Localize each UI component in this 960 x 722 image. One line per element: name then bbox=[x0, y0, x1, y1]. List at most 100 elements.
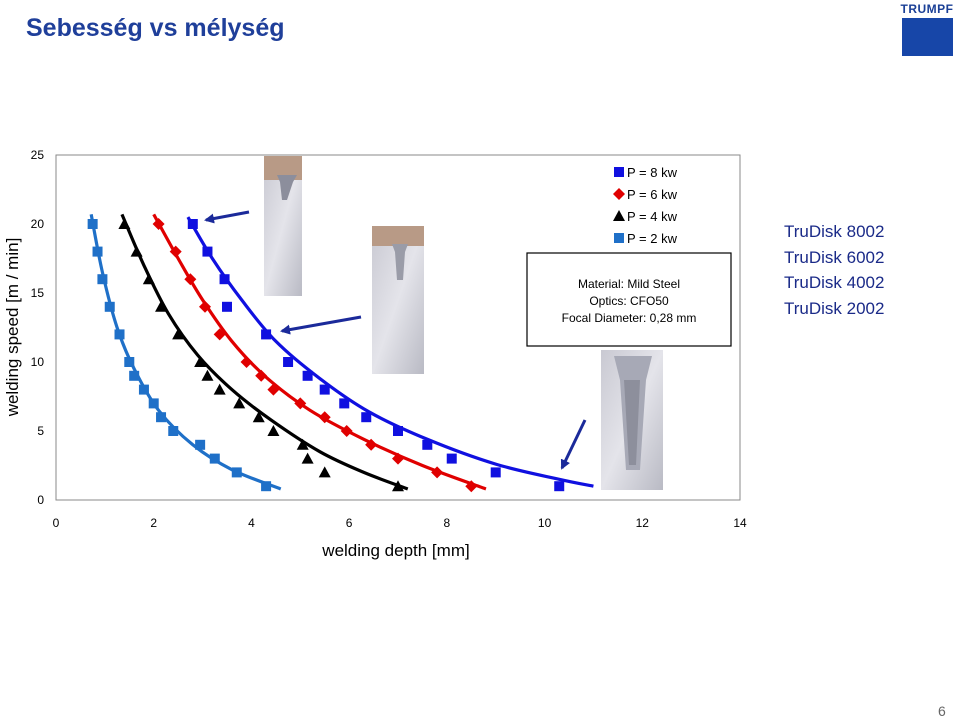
data-point bbox=[97, 274, 108, 285]
data-point bbox=[261, 329, 272, 340]
info-box: Material: Mild Steel Optics: CFO50 Focal… bbox=[526, 252, 732, 347]
data-point bbox=[129, 370, 140, 381]
info-line: Focal Diameter: 0,28 mm bbox=[562, 311, 697, 325]
data-point bbox=[252, 411, 265, 423]
series-1 bbox=[152, 213, 487, 493]
data-point bbox=[554, 481, 565, 492]
legend-label: P = 2 kw bbox=[627, 231, 678, 246]
x-tick-label: 2 bbox=[150, 516, 157, 530]
trumpf-logo: TRUMPF bbox=[899, 2, 955, 56]
data-point bbox=[283, 357, 294, 367]
legend-entry: P = 4 kw bbox=[613, 209, 678, 224]
data-point bbox=[365, 438, 378, 451]
data-point bbox=[267, 383, 280, 396]
data-point bbox=[156, 412, 167, 423]
data-point bbox=[172, 328, 185, 340]
data-point bbox=[219, 274, 230, 285]
data-point bbox=[231, 467, 242, 478]
data-point bbox=[209, 453, 220, 464]
data-point bbox=[195, 439, 206, 450]
weld-cross-section-photo bbox=[264, 156, 302, 296]
y-tick-label: 5 bbox=[37, 424, 44, 438]
page-number: 6 bbox=[938, 703, 946, 719]
y-tick-label: 25 bbox=[31, 148, 45, 162]
data-point bbox=[118, 218, 131, 229]
x-tick-label: 14 bbox=[733, 516, 747, 530]
legend-entry: P = 8 kw bbox=[614, 165, 678, 180]
y-tick-label: 0 bbox=[37, 493, 44, 507]
axis-ticks: 0 2 4 6 8 10 12 14 0 5 10 15 20 25 bbox=[31, 148, 747, 530]
data-point bbox=[446, 453, 457, 464]
data-point bbox=[155, 300, 168, 312]
data-point bbox=[393, 426, 403, 436]
legend-entry: P = 2 kw bbox=[614, 231, 678, 246]
data-point bbox=[124, 357, 135, 367]
weld-cross-section-photo bbox=[601, 350, 663, 490]
data-point bbox=[87, 219, 98, 229]
data-point bbox=[168, 426, 179, 436]
data-point bbox=[302, 370, 313, 381]
series-3 bbox=[87, 214, 282, 492]
legend-marker bbox=[613, 210, 625, 221]
legend-marker bbox=[614, 167, 624, 177]
data-point bbox=[130, 245, 143, 257]
data-point bbox=[255, 369, 268, 382]
data-point bbox=[319, 384, 330, 395]
data-point bbox=[148, 398, 159, 409]
laser-item: TruDisk 4002 bbox=[784, 273, 885, 292]
data-point bbox=[222, 301, 232, 312]
data-point bbox=[92, 246, 103, 257]
laser-item: TruDisk 6002 bbox=[784, 247, 885, 267]
data-point bbox=[267, 425, 280, 436]
chart-legend: P = 8 kw P = 6 kw P = 4 kw P = 2 kw bbox=[613, 165, 678, 246]
pointer-arrow bbox=[204, 210, 250, 224]
legend-label: P = 8 kw bbox=[627, 165, 678, 180]
series-layer bbox=[87, 213, 594, 493]
data-point bbox=[199, 300, 212, 313]
arrows bbox=[204, 210, 587, 470]
laser-list: TruDisk 8002 TruDisk 6002 TruDisk 4002 T… bbox=[784, 219, 884, 321]
data-point bbox=[233, 397, 246, 409]
cross-section-photos bbox=[264, 156, 663, 490]
data-point bbox=[114, 329, 125, 340]
series-0 bbox=[186, 216, 594, 492]
series-2 bbox=[118, 213, 409, 492]
logo-box bbox=[902, 18, 953, 56]
data-point bbox=[184, 273, 197, 286]
y-tick-label: 20 bbox=[31, 217, 45, 231]
data-point bbox=[187, 219, 198, 229]
legend-label: P = 6 kw bbox=[627, 187, 678, 202]
data-point bbox=[213, 383, 226, 395]
y-tick-label: 10 bbox=[31, 355, 45, 369]
x-tick-label: 12 bbox=[636, 516, 650, 530]
pointer-arrow bbox=[280, 315, 362, 335]
data-point bbox=[318, 466, 331, 478]
data-point bbox=[261, 481, 272, 492]
data-point bbox=[201, 369, 214, 381]
trend-line bbox=[152, 213, 487, 491]
legend-label: P = 4 kw bbox=[627, 209, 678, 224]
x-tick-label: 10 bbox=[538, 516, 552, 530]
laser-item: TruDisk 8002 bbox=[784, 222, 885, 241]
y-axis-label: welding speed [m / min] bbox=[3, 238, 22, 418]
data-point bbox=[422, 439, 433, 450]
info-line: Optics: CFO50 bbox=[589, 294, 669, 308]
data-point bbox=[361, 412, 372, 423]
data-point bbox=[202, 246, 213, 257]
x-tick-label: 8 bbox=[444, 516, 451, 530]
legend-entry: P = 6 kw bbox=[613, 187, 678, 202]
data-point bbox=[194, 356, 207, 367]
data-point bbox=[490, 467, 501, 478]
data-point bbox=[296, 438, 309, 450]
info-line: Material: Mild Steel bbox=[578, 277, 680, 291]
x-tick-label: 6 bbox=[346, 516, 353, 530]
data-point bbox=[152, 218, 165, 230]
data-point bbox=[301, 452, 314, 464]
y-tick-label: 15 bbox=[31, 286, 45, 300]
weld-cross-section-photo bbox=[372, 226, 424, 374]
legend-marker bbox=[613, 188, 625, 200]
slide-title: Sebesség vs mélység bbox=[26, 14, 285, 42]
data-point bbox=[392, 452, 404, 465]
data-point bbox=[138, 384, 149, 395]
